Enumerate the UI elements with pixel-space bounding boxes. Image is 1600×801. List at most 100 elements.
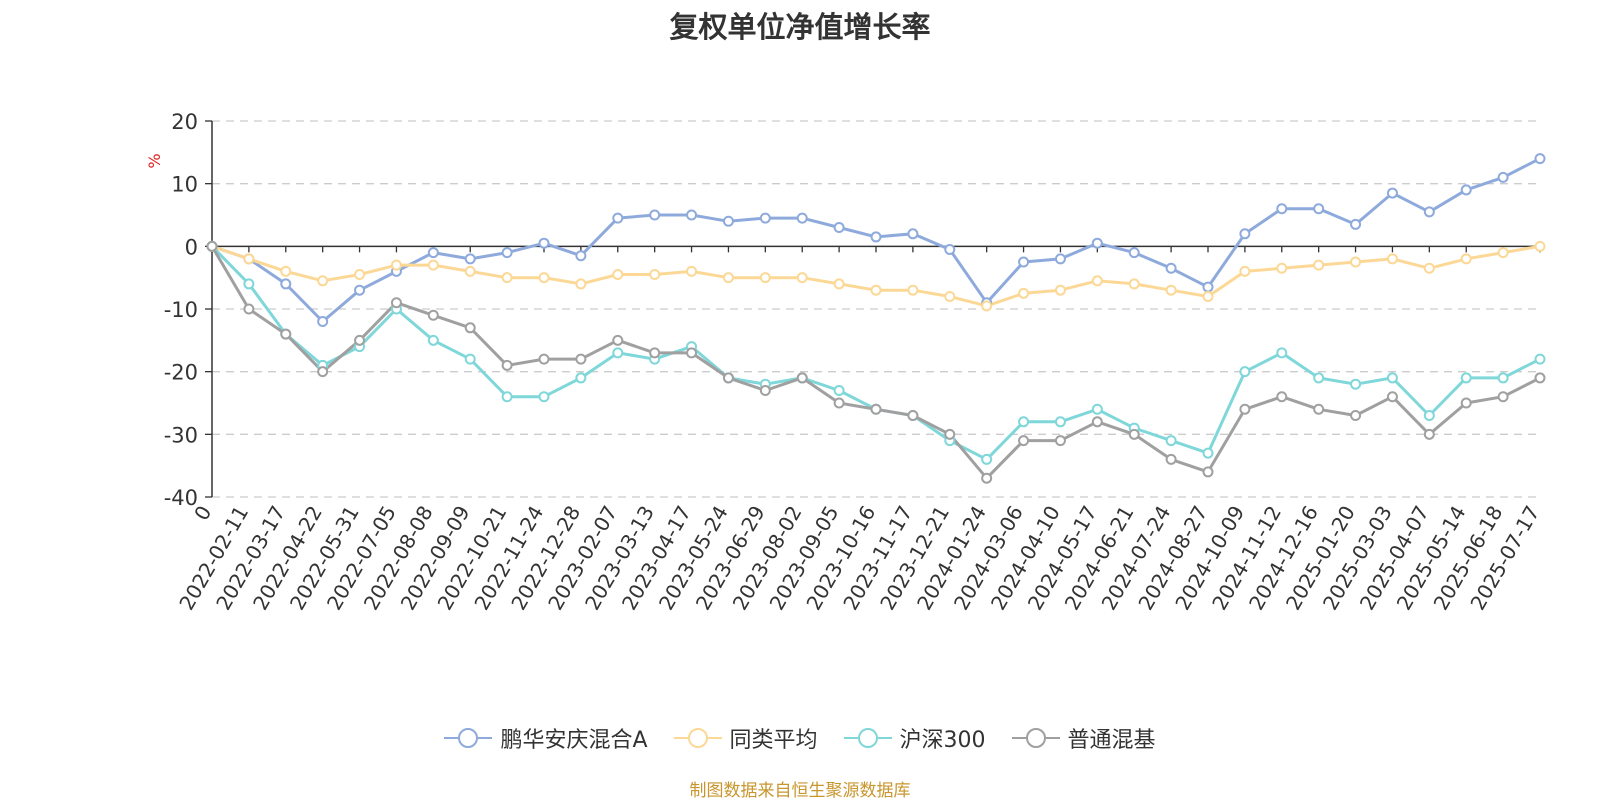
series-1-point (538, 272, 550, 284)
series-3-point (1018, 435, 1030, 447)
series-1-point (575, 278, 587, 290)
series-1-point (354, 269, 366, 281)
series-2-point (243, 278, 255, 290)
series-3-point (390, 297, 402, 309)
legend-marker-icon (444, 728, 493, 748)
series-1-point (1202, 290, 1214, 302)
series-2-point (981, 453, 993, 465)
legend-item-2[interactable]: 沪深300 (843, 722, 986, 754)
series-0-point (796, 212, 808, 224)
series-0-point (1165, 262, 1177, 274)
series-0-point (722, 215, 734, 227)
series-0-point (317, 316, 329, 328)
series-3-point (1165, 453, 1177, 465)
series-1-point (907, 284, 919, 296)
series-3-point (759, 384, 771, 396)
series-2-point (1350, 378, 1362, 390)
series-2-point (1534, 353, 1546, 365)
series-3-point (1128, 428, 1140, 440)
series-3-point (1091, 416, 1103, 428)
grid-layer (212, 120, 1540, 498)
series-3-point (280, 328, 292, 340)
y-tick-label: 20 (171, 110, 198, 134)
series-1-point (1239, 265, 1251, 277)
series-1-point (501, 272, 513, 284)
series-3-point (981, 472, 993, 484)
series-2-point (1313, 372, 1325, 384)
series-3-point (686, 347, 698, 359)
series-2-point (833, 384, 845, 396)
series-0-point (464, 253, 476, 265)
series-0-point (1128, 247, 1140, 259)
series-3-point (796, 372, 808, 384)
series-1-point (1054, 284, 1066, 296)
legend-item-1[interactable]: 同类平均 (673, 722, 818, 754)
series-3-point (870, 403, 882, 415)
series-0-point (538, 237, 550, 249)
series-1-point (1276, 262, 1288, 274)
x-tick-label: 0 (189, 502, 216, 525)
legend: 鹏华安庆混合A 同类平均 沪深300 普通混基 (0, 722, 1600, 754)
series-0-point (1386, 187, 1398, 199)
series-1-point (280, 265, 292, 277)
series-1-point (464, 265, 476, 277)
series-3-point (944, 428, 956, 440)
y-tick-label: 10 (171, 173, 198, 197)
series-0-point (1534, 153, 1546, 165)
series-1-point (833, 278, 845, 290)
series-1-point (1018, 287, 1030, 299)
series-1-point (317, 275, 329, 287)
series-1-point (722, 272, 734, 284)
series-0-point (686, 209, 698, 221)
legend-marker-icon (1011, 728, 1060, 748)
series-0-point (870, 231, 882, 243)
series-3-point (501, 359, 513, 371)
series-3-point (538, 353, 550, 365)
series-3-point (206, 240, 218, 252)
series-3-point (1313, 403, 1325, 415)
series-1-point (390, 259, 402, 271)
series-3-point (649, 347, 661, 359)
series-1-point (759, 272, 771, 284)
legend-item-0[interactable]: 鹏华安庆混合A (444, 722, 648, 754)
series-0-point (1202, 281, 1214, 293)
series-0-point (1054, 253, 1066, 265)
series-3-point (354, 334, 366, 346)
series-3-point (1239, 403, 1251, 415)
series-3-point (1497, 391, 1509, 403)
series-0-point (501, 247, 513, 259)
series-2-point (1054, 416, 1066, 428)
series-2-point (1018, 416, 1030, 428)
series-2-point (575, 372, 587, 384)
series-1-point (1386, 253, 1398, 265)
series-2-point (1276, 347, 1288, 359)
series-3-point (1534, 372, 1546, 384)
y-tick-label: 0 (185, 235, 198, 259)
source-note: 制图数据来自恒生聚源数据库 (689, 781, 911, 801)
series-2-point (464, 353, 476, 365)
y-tick-label: -10 (164, 298, 198, 322)
series-0-point (649, 209, 661, 221)
series-1-point (1350, 256, 1362, 268)
series-1-point (427, 259, 439, 271)
series-2-point (1091, 403, 1103, 415)
y-tick-label: -40 (164, 486, 198, 510)
series-3-point (243, 303, 255, 315)
series-0-point (1018, 256, 1030, 268)
series-3-point (1054, 435, 1066, 447)
legend-item-3[interactable]: 普通混基 (1011, 722, 1156, 754)
series-2-point (1423, 410, 1435, 422)
series-0-point (1350, 218, 1362, 230)
series-2-point (1497, 372, 1509, 384)
series-3-point (464, 322, 476, 334)
y-tick-label: -20 (164, 361, 198, 385)
series-0-point (1313, 203, 1325, 215)
series-3-point (907, 410, 919, 422)
series-0-point (280, 278, 292, 290)
series-0-point (1239, 228, 1251, 240)
series-0-point (1497, 171, 1509, 183)
series-1-point (612, 269, 624, 281)
series-1-point (1091, 275, 1103, 287)
series-2-point (538, 391, 550, 403)
